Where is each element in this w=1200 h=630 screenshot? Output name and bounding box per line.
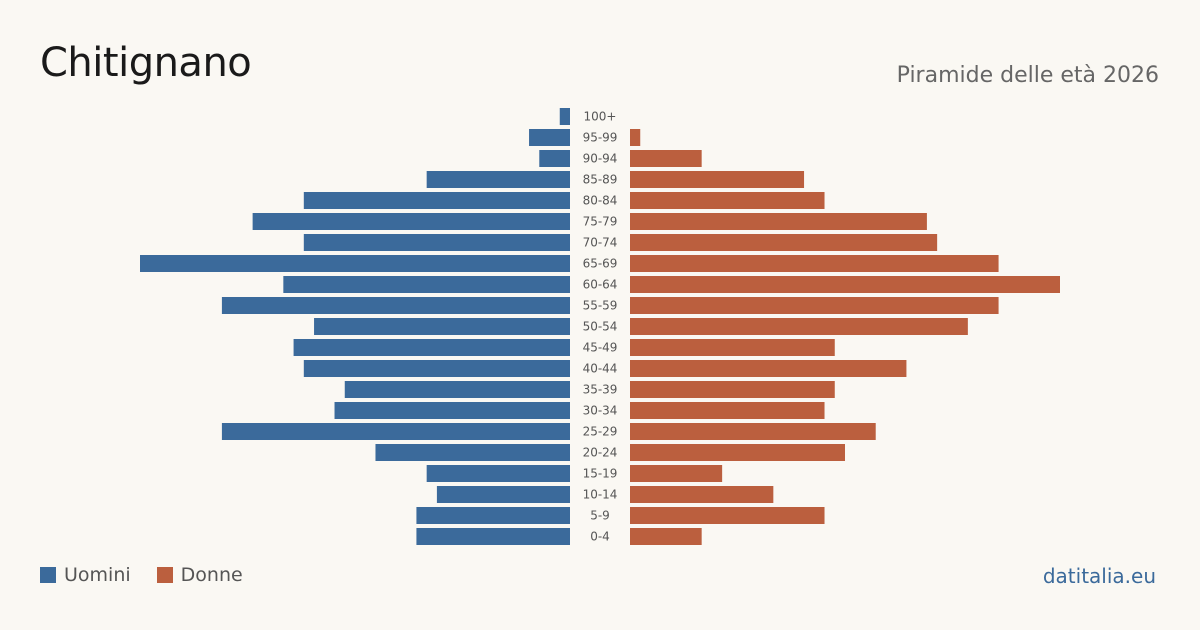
- legend-swatch-women: [156, 567, 173, 583]
- age-group-label: 0-4: [590, 530, 610, 544]
- bar-men-95-99: [529, 129, 570, 146]
- bar-women-85-89: [630, 171, 805, 188]
- bar-women-75-79: [630, 213, 927, 230]
- age-group-label: 35-39: [583, 383, 618, 397]
- brand-link[interactable]: datitalia.eu: [1042, 564, 1156, 588]
- legend-swatch-men: [40, 567, 56, 583]
- legend-label-women: Donne: [180, 564, 243, 586]
- bar-women-40-44: [630, 360, 907, 377]
- bar-men-5-9: [416, 507, 570, 524]
- age-group-label: 85-89: [583, 173, 618, 187]
- bar-women-0-4: [630, 528, 702, 545]
- bar-men-45-49: [293, 339, 570, 356]
- bar-men-0-4: [416, 528, 570, 545]
- age-group-label: 5-9: [590, 509, 610, 523]
- bar-men-35-39: [344, 381, 570, 398]
- age-group-label: 55-59: [583, 299, 618, 313]
- bar-men-90-94: [539, 150, 570, 167]
- bar-men-70-74: [303, 234, 570, 251]
- age-group-label: 80-84: [583, 194, 618, 208]
- bar-women-90-94: [630, 150, 702, 167]
- bar-men-20-24: [375, 444, 570, 461]
- age-group-label: 95-99: [583, 131, 618, 145]
- age-group-label: 70-74: [583, 236, 618, 250]
- bar-women-45-49: [630, 339, 835, 356]
- bar-men-100plus: [559, 108, 570, 125]
- legend-label-men: Uomini: [64, 564, 131, 586]
- bar-women-25-29: [630, 423, 876, 440]
- age-group-label: 10-14: [583, 488, 618, 502]
- bar-men-55-59: [221, 297, 570, 314]
- bar-men-60-64: [283, 276, 570, 293]
- bar-men-85-89: [426, 171, 570, 188]
- bar-women-95-99: [630, 129, 641, 146]
- bar-women-50-54: [630, 318, 968, 335]
- legend-item-women: Donne: [156, 564, 243, 586]
- legend: Uomini Donne: [40, 564, 269, 586]
- age-group-label: 50-54: [583, 320, 618, 334]
- bar-men-15-19: [426, 465, 570, 482]
- bar-men-40-44: [303, 360, 570, 377]
- age-group-label: 65-69: [583, 257, 618, 271]
- bar-women-20-24: [630, 444, 845, 461]
- bar-women-35-39: [630, 381, 835, 398]
- bar-women-70-74: [630, 234, 938, 251]
- age-group-label: 30-34: [583, 404, 618, 418]
- bar-men-25-29: [221, 423, 570, 440]
- bar-women-5-9: [630, 507, 825, 524]
- bar-men-50-54: [314, 318, 570, 335]
- age-group-label: 25-29: [583, 425, 618, 439]
- age-group-label: 40-44: [583, 362, 618, 376]
- bar-men-10-14: [436, 486, 570, 503]
- bar-men-75-79: [252, 213, 570, 230]
- age-group-label: 45-49: [583, 341, 618, 355]
- age-group-label: 90-94: [583, 152, 618, 166]
- bar-women-30-34: [630, 402, 825, 419]
- chart-subtitle: Piramide delle età 2026: [896, 63, 1159, 88]
- bar-women-80-84: [630, 192, 825, 209]
- bar-women-10-14: [630, 486, 774, 503]
- bar-women-15-19: [630, 465, 723, 482]
- bar-men-65-69: [140, 255, 570, 272]
- bar-women-60-64: [630, 276, 1060, 293]
- legend-item-men: Uomini: [40, 564, 131, 586]
- age-group-label: 75-79: [583, 215, 618, 229]
- bar-women-65-69: [630, 255, 999, 272]
- bar-men-80-84: [303, 192, 570, 209]
- bar-women-55-59: [630, 297, 999, 314]
- age-group-label: 20-24: [583, 446, 618, 460]
- age-group-label: 15-19: [583, 467, 618, 481]
- chart-title: Chitignano: [40, 40, 252, 86]
- age-group-label: 60-64: [583, 278, 618, 292]
- bar-men-30-34: [334, 402, 570, 419]
- age-group-label: 100+: [584, 110, 617, 124]
